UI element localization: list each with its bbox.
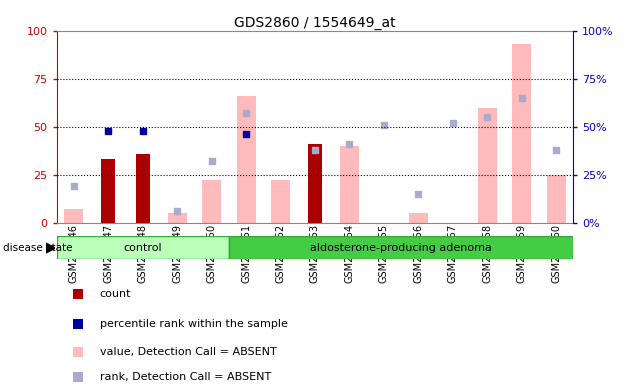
- Bar: [202, 180, 221, 223]
- Bar: [512, 44, 531, 223]
- Bar: [229, 31, 263, 223]
- Bar: [168, 213, 186, 223]
- Bar: [271, 180, 290, 223]
- Bar: [195, 31, 229, 223]
- Bar: [539, 31, 573, 223]
- Bar: [136, 154, 150, 223]
- Bar: [367, 31, 401, 223]
- Text: percentile rank within the sample: percentile rank within the sample: [100, 319, 287, 329]
- Bar: [298, 31, 332, 223]
- Bar: [340, 146, 359, 223]
- Bar: [125, 31, 160, 223]
- Bar: [547, 175, 566, 223]
- Bar: [435, 31, 470, 223]
- Polygon shape: [46, 243, 55, 253]
- Bar: [470, 31, 505, 223]
- Bar: [57, 31, 91, 223]
- Bar: [409, 213, 428, 223]
- Text: control: control: [123, 243, 162, 253]
- Title: GDS2860 / 1554649_at: GDS2860 / 1554649_at: [234, 16, 396, 30]
- Bar: [237, 96, 256, 223]
- Bar: [263, 31, 298, 223]
- Text: count: count: [100, 289, 131, 299]
- Bar: [101, 159, 115, 223]
- Text: aldosterone-producing adenoma: aldosterone-producing adenoma: [310, 243, 492, 253]
- Text: rank, Detection Call = ABSENT: rank, Detection Call = ABSENT: [100, 372, 271, 382]
- Bar: [478, 108, 496, 223]
- Bar: [401, 31, 435, 223]
- Bar: [57, 236, 229, 259]
- Bar: [505, 31, 539, 223]
- Text: value, Detection Call = ABSENT: value, Detection Call = ABSENT: [100, 347, 277, 357]
- Bar: [229, 236, 573, 259]
- Bar: [160, 31, 195, 223]
- Text: disease state: disease state: [3, 243, 72, 253]
- Bar: [308, 144, 322, 223]
- Bar: [91, 31, 125, 223]
- Bar: [64, 209, 83, 223]
- Bar: [332, 31, 367, 223]
